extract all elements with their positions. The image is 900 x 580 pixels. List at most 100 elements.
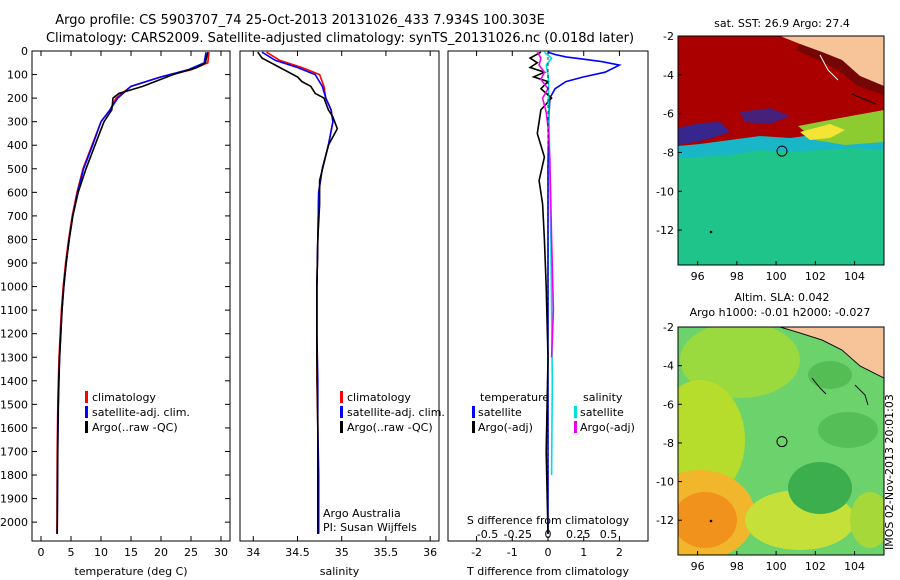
legend-label: climatology xyxy=(347,391,411,404)
map-x-tick-label: 96 xyxy=(691,560,705,573)
map-y-tick-label: -8 xyxy=(663,146,674,159)
depth-tick-label: 0 xyxy=(21,45,28,58)
difference-x-axis-label: T difference from climatology xyxy=(466,565,629,578)
depth-tick-label: 1800 xyxy=(0,469,28,482)
legend-swatch xyxy=(340,391,343,403)
figure-title-line1: Argo profile: CS 5903707_74 25-Oct-2013 … xyxy=(55,13,545,28)
salinity-diff-tick-label: 0 xyxy=(545,528,552,541)
legend-swatch xyxy=(340,421,343,433)
series-line-s-satellite xyxy=(543,51,554,476)
map-x-tick-label: 104 xyxy=(844,270,865,283)
series-line-argo-raw-qc- xyxy=(56,52,209,534)
depth-tick-label: 1600 xyxy=(0,422,28,435)
depth-tick-label: 2000 xyxy=(0,516,28,529)
diff-legend-label-left: temperature xyxy=(480,391,549,404)
temperature-x-tick-label: 15 xyxy=(124,546,138,559)
difference-panel: -2 -1 0 1 2 T difference from climatology temp… xyxy=(447,50,649,578)
map-x-tick-label: 98 xyxy=(730,270,744,283)
series-line-t-argo-adj- xyxy=(528,51,553,534)
depth-tick-label: 1700 xyxy=(0,445,28,458)
map-y-tick-label: -12 xyxy=(656,514,674,527)
map-y-tick-label: -2 xyxy=(663,30,674,43)
difference-x-tick-label: -1 xyxy=(507,546,518,559)
legend-swatch xyxy=(85,391,88,403)
map-y-tick-label: -2 xyxy=(663,321,674,334)
diff-legend-swatch xyxy=(574,421,577,433)
salinity-x-tick-label: 34 xyxy=(246,546,260,559)
depth-tick-label: 500 xyxy=(7,163,28,176)
sst-map-axes: 96 98 100 102 104 -2 -4 -6 -8 -10 -12 xyxy=(656,30,865,283)
diff-legend-label-right: Argo(-adj) xyxy=(580,421,635,434)
depth-tick-label: 1200 xyxy=(0,328,28,341)
temperature-x-tick-label: 20 xyxy=(154,546,168,559)
salinity-x-tick-label: 35 xyxy=(335,546,349,559)
sst-map-frame xyxy=(677,35,885,266)
legend-label: Argo(..raw -QC) xyxy=(347,421,433,434)
sst-argo-position-marker xyxy=(776,145,788,157)
sst-map-title: sat. SST: 26.9 Argo: 27.4 xyxy=(714,17,850,30)
series-line-t-satellite xyxy=(547,51,622,534)
map-x-tick-label: 100 xyxy=(766,270,787,283)
diff-legend-label-left: satellite xyxy=(478,406,522,419)
map-x-tick-label: 102 xyxy=(805,560,826,573)
map-x-tick-label: 100 xyxy=(766,560,787,573)
map-y-tick-label: -8 xyxy=(663,437,674,450)
diff-legend-label-right: satellite xyxy=(580,406,624,419)
sla-map-subtitle: Argo h1000: -0.01 h2000: -0.027 xyxy=(690,306,871,319)
legend-label: satellite-adj. clim. xyxy=(347,406,445,419)
depth-tick-label: 100 xyxy=(7,69,28,82)
depth-tick-label: 700 xyxy=(7,210,28,223)
depth-tick-label: 1000 xyxy=(0,281,28,294)
sla-map-title: Altim. SLA: 0.042 xyxy=(734,291,829,304)
legend-swatch xyxy=(85,421,88,433)
diff-legend-swatch xyxy=(472,406,475,418)
depth-tick-label: 1300 xyxy=(0,351,28,364)
map-x-tick-label: 96 xyxy=(691,270,705,283)
depth-tick-label: 1400 xyxy=(0,375,28,388)
salinity-x-tick-label: 34.5 xyxy=(285,546,310,559)
salinity-panel: 34 34.5 35 35.5 36 salinity climatology satelli… xyxy=(239,50,445,578)
map-x-tick-label: 104 xyxy=(844,560,865,573)
diff-legend-label-left: Argo(-adj) xyxy=(478,421,533,434)
series-line-satellite-adj-clim- xyxy=(56,52,207,534)
salinity-diff-tick-label: 0.5 xyxy=(600,528,618,541)
series-line-s-argo-adj- xyxy=(536,51,555,358)
difference-x-tick-label: -2 xyxy=(471,546,482,559)
series-line-argo-raw-qc- xyxy=(257,51,339,534)
map-x-tick-label: 98 xyxy=(730,560,744,573)
map-y-tick-label: -10 xyxy=(656,185,674,198)
sla-small-dot xyxy=(709,519,713,523)
sst-map-panel: sat. SST: 26.9 Argo: 27.4 96 98 100 102 104 -… xyxy=(656,17,885,283)
map-y-tick-label: -6 xyxy=(663,108,674,121)
sla-field xyxy=(678,327,884,555)
diff-legend-swatch xyxy=(472,421,475,433)
legend-label: climatology xyxy=(92,391,156,404)
temperature-x-tick-label: 25 xyxy=(184,546,198,559)
depth-tick-label: 1100 xyxy=(0,304,28,317)
depth-tick-label: 200 xyxy=(7,92,28,105)
pi-label: PI: Susan Wijffels xyxy=(323,521,417,534)
legend-label: Argo(..raw -QC) xyxy=(92,421,178,434)
sla-map-axes: 96 98 100 102 104 -2 -4 -6 -8 -10 -12 xyxy=(656,321,865,573)
depth-tick-label: 800 xyxy=(7,233,28,246)
imos-timestamp: IMOS 02-Nov-2013 20:01:03 xyxy=(883,394,896,550)
depth-tick-label: 600 xyxy=(7,186,28,199)
difference-x-tick-label: 0 xyxy=(545,546,552,559)
sla-map-frame xyxy=(677,326,885,556)
map-y-tick-label: -12 xyxy=(656,224,674,237)
sst-field xyxy=(678,36,884,265)
figure-title-line2: Climatology: CARS2009. Satellite-adjuste… xyxy=(46,31,634,46)
sst-small-dot xyxy=(709,230,713,234)
legend-swatch xyxy=(85,406,88,418)
depth-tick-label: 300 xyxy=(7,116,28,129)
depth-tick-label: 400 xyxy=(7,139,28,152)
legend-label: satellite-adj. clim. xyxy=(92,406,190,419)
salinity-x-tick-label: 36 xyxy=(423,546,437,559)
diff-legend-swatch xyxy=(574,406,577,418)
map-y-tick-label: -4 xyxy=(663,69,674,82)
depth-tick-label: 1900 xyxy=(0,493,28,506)
series-line-climatology xyxy=(56,52,210,534)
diff-legend-label-right: salinity xyxy=(583,391,623,404)
temperature-x-tick-label: 10 xyxy=(94,546,108,559)
